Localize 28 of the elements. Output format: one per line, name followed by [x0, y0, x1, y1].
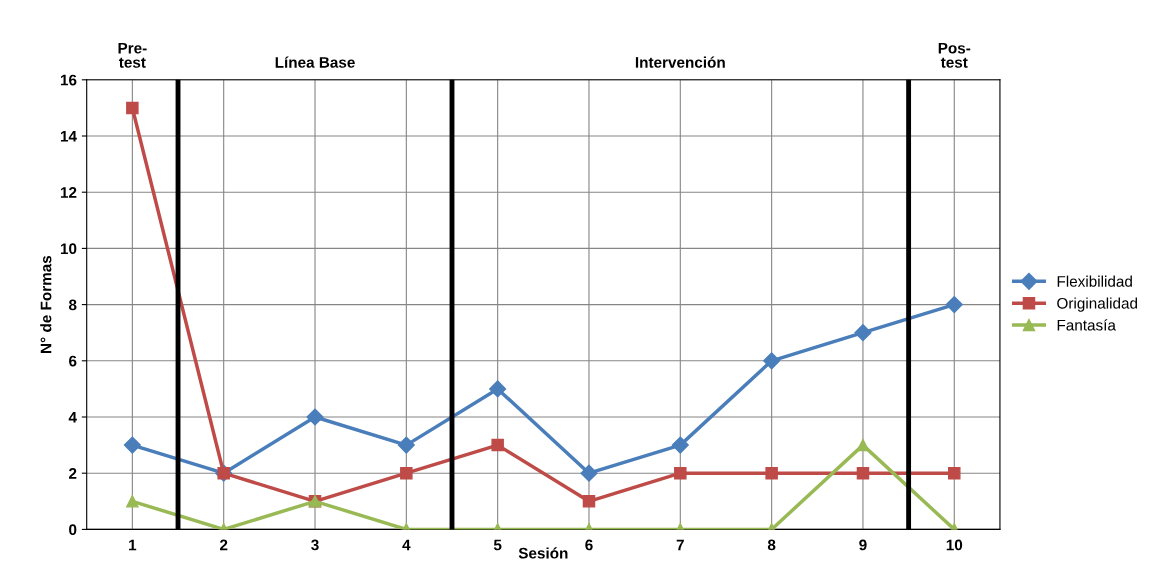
y-tick-label: 8 — [68, 299, 77, 311]
legend-label: Flexibilidad — [1057, 275, 1132, 287]
text: Línea Base — [275, 56, 355, 68]
x-tick-label: 3 — [311, 539, 319, 551]
y-tick-label: 4 — [68, 412, 77, 423]
y-axis-title: N° de Formas — [40, 255, 52, 353]
x-tick-label: 5 — [493, 539, 502, 551]
x-axis-title: Sesión — [518, 547, 568, 559]
x-tick-label: 9 — [859, 539, 867, 551]
y-tick-label: 16 — [60, 74, 77, 86]
y-tick-label: 14 — [60, 131, 77, 142]
x-tick-label: 4 — [402, 539, 411, 551]
text: Pre- test — [118, 42, 147, 68]
x-tick-label: 6 — [585, 539, 593, 551]
x-tick-label: 7 — [676, 539, 684, 551]
legend-label: Originalidad — [1057, 297, 1138, 312]
y-tick-label: 10 — [60, 243, 77, 255]
x-tick-label: 8 — [767, 539, 776, 551]
text: Pos- test — [938, 42, 971, 68]
y-tick-label: 6 — [69, 355, 77, 367]
legend-label: Fantasía — [1057, 319, 1116, 331]
y-tick-label: 12 — [60, 187, 77, 198]
x-tick-label: 10 — [946, 539, 963, 551]
x-tick-label: 1 — [129, 539, 137, 551]
text: Intervención — [635, 56, 725, 68]
y-tick-label: 0 — [69, 524, 77, 536]
x-tick-label: 2 — [219, 539, 228, 551]
y-tick-label: 2 — [69, 468, 77, 479]
